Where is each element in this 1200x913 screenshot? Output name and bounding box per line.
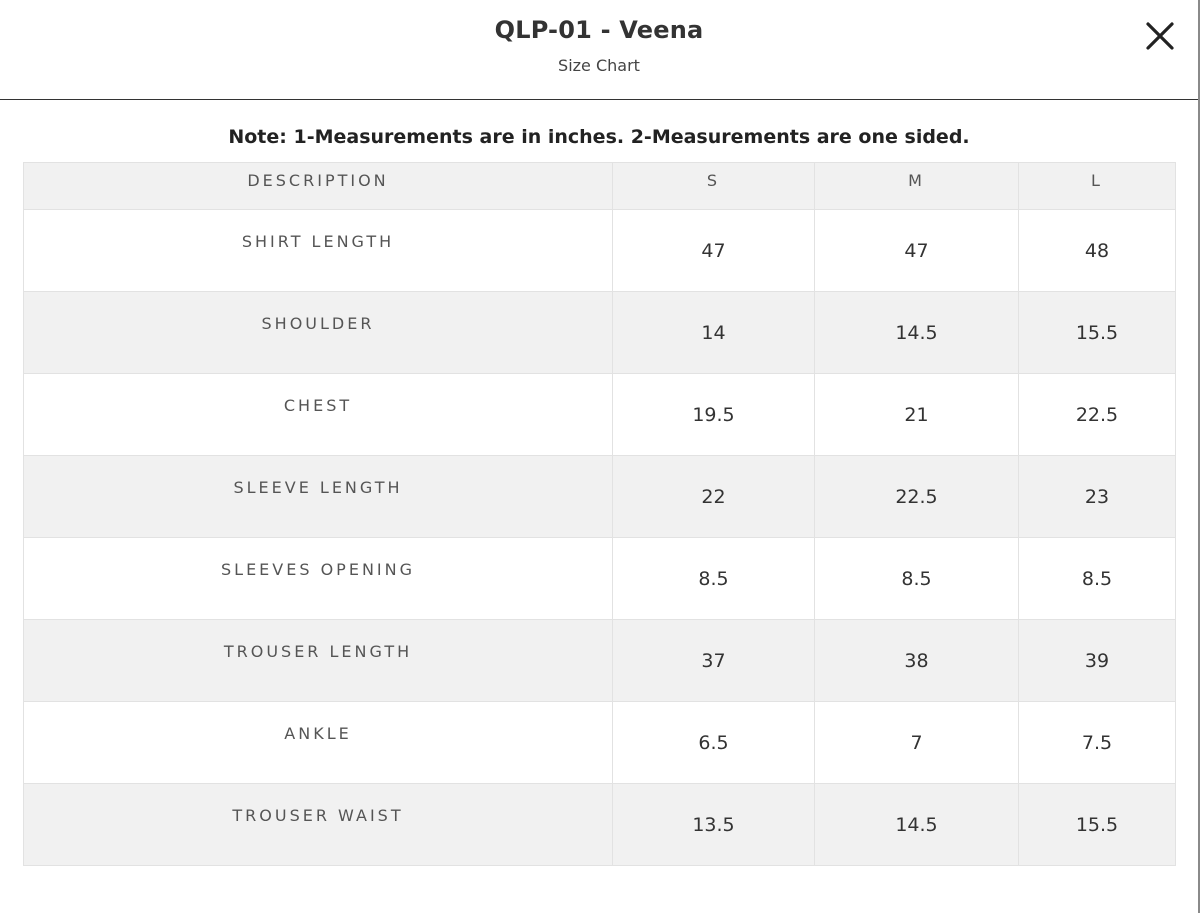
column-header-l: L — [1018, 162, 1176, 210]
size-chart-table: DESCRIPTION S M L SHIRT LENGTH 47 47 48 … — [23, 162, 1176, 866]
table-row: SHIRT LENGTH 47 47 48 — [23, 209, 1176, 292]
value-m: 38 — [814, 619, 1019, 702]
table-row: ANKLE 6.5 7 7.5 — [23, 701, 1176, 784]
value-m: 14.5 — [814, 291, 1019, 374]
row-label: TROUSER WAIST — [23, 783, 613, 866]
table-row: SLEEVE LENGTH 22 22.5 23 — [23, 455, 1176, 538]
row-label: SLEEVES OPENING — [23, 537, 613, 620]
value-s: 6.5 — [612, 701, 815, 784]
table-row: TROUSER WAIST 13.5 14.5 15.5 — [23, 783, 1176, 866]
value-s: 22 — [612, 455, 815, 538]
value-m: 21 — [814, 373, 1019, 456]
row-label: CHEST — [23, 373, 613, 456]
table-row: SHOULDER 14 14.5 15.5 — [23, 291, 1176, 374]
column-header-description: DESCRIPTION — [23, 162, 613, 210]
table-row: TROUSER LENGTH 37 38 39 — [23, 619, 1176, 702]
value-m: 14.5 — [814, 783, 1019, 866]
value-m: 8.5 — [814, 537, 1019, 620]
value-s: 19.5 — [612, 373, 815, 456]
row-label: SHOULDER — [23, 291, 613, 374]
modal-title: QLP-01 - Veena — [494, 16, 704, 44]
value-s: 13.5 — [612, 783, 815, 866]
value-l: 15.5 — [1018, 291, 1176, 374]
row-label: TROUSER LENGTH — [23, 619, 613, 702]
value-l: 7.5 — [1018, 701, 1176, 784]
value-s: 47 — [612, 209, 815, 292]
value-l: 48 — [1018, 209, 1176, 292]
column-header-m: M — [814, 162, 1019, 210]
close-icon — [1146, 22, 1174, 50]
value-s: 8.5 — [612, 537, 815, 620]
table-header-row: DESCRIPTION S M L — [23, 162, 1176, 210]
value-s: 14 — [612, 291, 815, 374]
row-label: SHIRT LENGTH — [23, 209, 613, 292]
value-l: 8.5 — [1018, 537, 1176, 620]
value-s: 37 — [612, 619, 815, 702]
value-m: 47 — [814, 209, 1019, 292]
column-header-s: S — [612, 162, 815, 210]
table-row: SLEEVES OPENING 8.5 8.5 8.5 — [23, 537, 1176, 620]
value-l: 39 — [1018, 619, 1176, 702]
value-l: 22.5 — [1018, 373, 1176, 456]
value-m: 22.5 — [814, 455, 1019, 538]
value-m: 7 — [814, 701, 1019, 784]
modal-header: QLP-01 - Veena Size Chart — [0, 0, 1198, 100]
table-row: CHEST 19.5 21 22.5 — [23, 373, 1176, 456]
close-button[interactable] — [1142, 18, 1178, 54]
value-l: 15.5 — [1018, 783, 1176, 866]
value-l: 23 — [1018, 455, 1176, 538]
measurement-note: Note: 1-Measurements are in inches. 2-Me… — [228, 126, 970, 148]
row-label: SLEEVE LENGTH — [23, 455, 613, 538]
modal-subtitle: Size Chart — [558, 56, 640, 75]
row-label: ANKLE — [23, 701, 613, 784]
